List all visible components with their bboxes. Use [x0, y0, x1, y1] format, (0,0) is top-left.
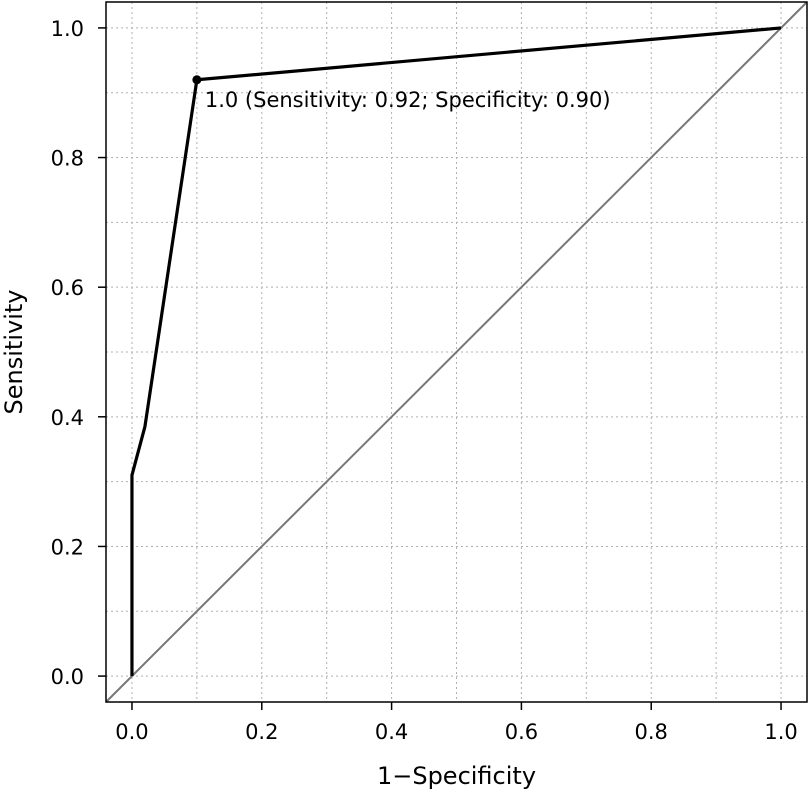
x-tick-label: 1.0 — [764, 720, 797, 744]
plot-frame — [105, 1, 808, 703]
roc-curve-line — [130, 26, 782, 677]
y-tick-label: 0.4 — [51, 406, 84, 430]
y-axis-title: Sensitivity — [0, 290, 28, 415]
y-tick-label: 1.0 — [51, 17, 84, 41]
x-axis: 0.0 0.2 0.4 0.6 0.8 1.0 — [115, 702, 798, 744]
x-tick-label: 0.0 — [115, 720, 148, 744]
y-tick-label: 0.0 — [51, 665, 84, 689]
x-tick-label: 0.8 — [635, 720, 668, 744]
y-tick-label: 0.2 — [51, 535, 84, 559]
grid — [106, 2, 807, 702]
optimal-cutoff-label: 1.0 (Sensitivity: 0.92; Specificity: 0.9… — [205, 88, 611, 112]
x-tick-label: 0.2 — [245, 720, 278, 744]
x-tick-label: 0.6 — [505, 720, 538, 744]
y-axis: 0.0 0.2 0.4 0.6 0.8 1.0 — [51, 17, 106, 689]
optimal-cutoff-point — [192, 75, 202, 85]
y-tick-label: 0.8 — [51, 147, 84, 171]
x-axis-title: 1−Specificity — [377, 762, 536, 790]
y-tick-label: 0.6 — [51, 276, 84, 300]
x-tick-label: 0.4 — [375, 720, 408, 744]
reference-diagonal-line — [105, 1, 808, 703]
